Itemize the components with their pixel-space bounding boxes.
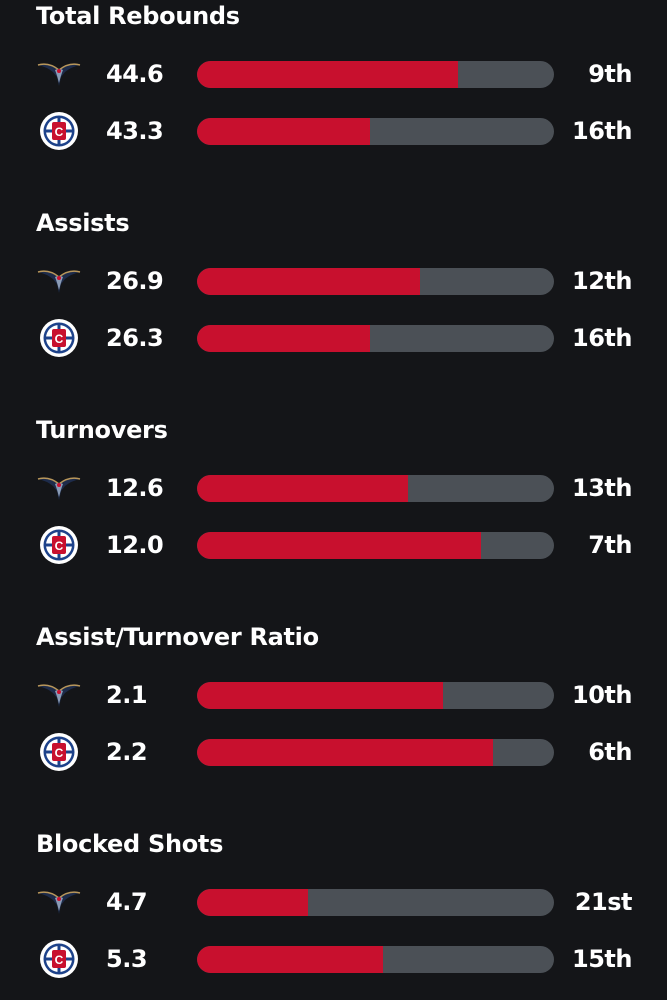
stat-bar — [197, 682, 554, 709]
clippers-logo-icon: C — [36, 732, 82, 772]
pelicans-logo-icon — [36, 675, 82, 715]
stat-value: 4.7 — [106, 888, 148, 916]
stat-row-clippers: C 26.3 16th — [0, 318, 667, 358]
svg-text:C: C — [55, 746, 64, 760]
stat-rank: 16th — [572, 117, 632, 145]
stat-row-clippers: C 5.3 15th — [0, 939, 667, 979]
stat-bar-fill — [197, 475, 408, 502]
stat-value: 26.9 — [106, 267, 164, 295]
stat-value: 2.1 — [106, 681, 148, 709]
pelicans-logo-icon — [36, 882, 82, 922]
stat-rank: 7th — [588, 531, 632, 559]
stat-rank: 15th — [572, 945, 632, 973]
stat-row-pelicans: 44.6 9th — [0, 54, 667, 94]
stat-bar-fill — [197, 739, 494, 766]
stat-row-clippers: C 12.0 7th — [0, 525, 667, 565]
stat-value: 12.0 — [106, 531, 164, 559]
svg-text:C: C — [55, 953, 64, 967]
stat-value: 5.3 — [106, 945, 148, 973]
stat-bar — [197, 268, 554, 295]
section-title: Assist/Turnover Ratio — [36, 623, 319, 651]
stat-rank: 13th — [572, 474, 632, 502]
pelicans-logo-icon — [36, 261, 82, 301]
section-title: Turnovers — [36, 416, 168, 444]
stat-bar — [197, 946, 554, 973]
section-title: Assists — [36, 209, 130, 237]
stat-value: 44.6 — [106, 60, 164, 88]
clippers-logo-icon: C — [36, 111, 82, 151]
stat-bar — [197, 739, 554, 766]
stat-bar-fill — [197, 61, 458, 88]
stat-bar — [197, 475, 554, 502]
stat-bar — [197, 325, 554, 352]
stat-row-clippers: C 43.3 16th — [0, 111, 667, 151]
svg-text:C: C — [55, 539, 64, 553]
stat-rank: 6th — [588, 738, 632, 766]
clippers-logo-icon: C — [36, 525, 82, 565]
stat-row-pelicans: 2.1 10th — [0, 675, 667, 715]
stat-rank: 16th — [572, 324, 632, 352]
stat-rank: 12th — [572, 267, 632, 295]
stat-bar-fill — [197, 118, 371, 145]
pelicans-logo-icon — [36, 54, 82, 94]
stat-bar — [197, 118, 554, 145]
section-title: Total Rebounds — [36, 2, 240, 30]
stat-rank: 21st — [574, 888, 633, 916]
stat-bar-fill — [197, 532, 481, 559]
stat-value: 12.6 — [106, 474, 164, 502]
stat-bar-fill — [197, 682, 444, 709]
section-title: Blocked Shots — [36, 830, 224, 858]
stat-value: 43.3 — [106, 117, 164, 145]
svg-text:C: C — [55, 332, 64, 346]
stat-bar — [197, 61, 554, 88]
clippers-logo-icon: C — [36, 318, 82, 358]
stat-bar-fill — [197, 946, 383, 973]
stat-bar-fill — [197, 268, 421, 295]
stat-value: 26.3 — [106, 324, 164, 352]
stat-bar-fill — [197, 889, 308, 916]
pelicans-logo-icon — [36, 468, 82, 508]
stat-row-pelicans: 4.7 21st — [0, 882, 667, 922]
svg-text:C: C — [55, 125, 64, 139]
stat-bar — [197, 532, 554, 559]
clippers-logo-icon: C — [36, 939, 82, 979]
stat-row-pelicans: 12.6 13th — [0, 468, 667, 508]
stat-value: 2.2 — [106, 738, 148, 766]
stat-rank: 9th — [588, 60, 632, 88]
stat-row-pelicans: 26.9 12th — [0, 261, 667, 301]
stat-rank: 10th — [572, 681, 632, 709]
stat-row-clippers: C 2.2 6th — [0, 732, 667, 772]
stat-bar-fill — [197, 325, 371, 352]
stat-bar — [197, 889, 554, 916]
